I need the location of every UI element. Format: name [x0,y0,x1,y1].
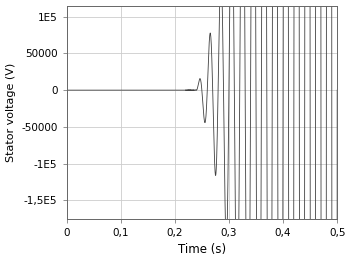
X-axis label: Time (s): Time (s) [178,243,226,256]
Y-axis label: Stator voltage (V): Stator voltage (V) [6,63,15,162]
